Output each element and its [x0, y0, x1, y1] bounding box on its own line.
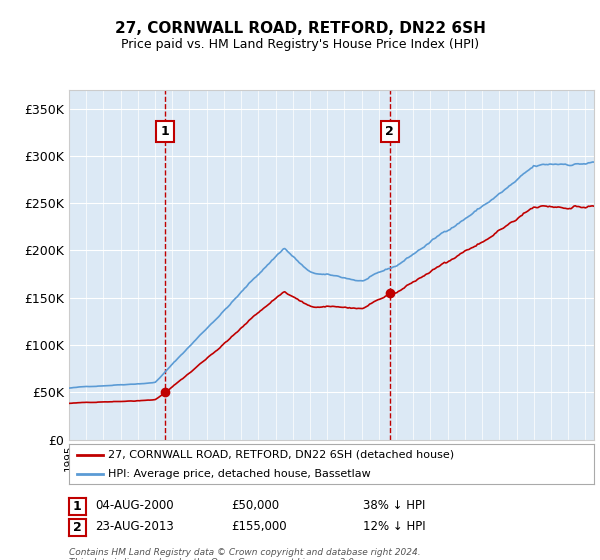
Text: 38% ↓ HPI: 38% ↓ HPI — [363, 498, 425, 512]
Text: 23-AUG-2013: 23-AUG-2013 — [95, 520, 173, 533]
Text: 27, CORNWALL ROAD, RETFORD, DN22 6SH (detached house): 27, CORNWALL ROAD, RETFORD, DN22 6SH (de… — [109, 450, 455, 460]
Text: 2: 2 — [73, 521, 82, 534]
Text: 12% ↓ HPI: 12% ↓ HPI — [363, 520, 425, 533]
Text: Contains HM Land Registry data © Crown copyright and database right 2024.
This d: Contains HM Land Registry data © Crown c… — [69, 548, 421, 560]
Text: £155,000: £155,000 — [231, 520, 287, 533]
Text: HPI: Average price, detached house, Bassetlaw: HPI: Average price, detached house, Bass… — [109, 469, 371, 479]
Text: 1: 1 — [73, 500, 82, 513]
Text: 2: 2 — [385, 125, 394, 138]
Text: 04-AUG-2000: 04-AUG-2000 — [95, 498, 173, 512]
Text: 1: 1 — [161, 125, 169, 138]
Text: Price paid vs. HM Land Registry's House Price Index (HPI): Price paid vs. HM Land Registry's House … — [121, 38, 479, 51]
Text: £50,000: £50,000 — [231, 498, 279, 512]
Text: 27, CORNWALL ROAD, RETFORD, DN22 6SH: 27, CORNWALL ROAD, RETFORD, DN22 6SH — [115, 21, 485, 36]
